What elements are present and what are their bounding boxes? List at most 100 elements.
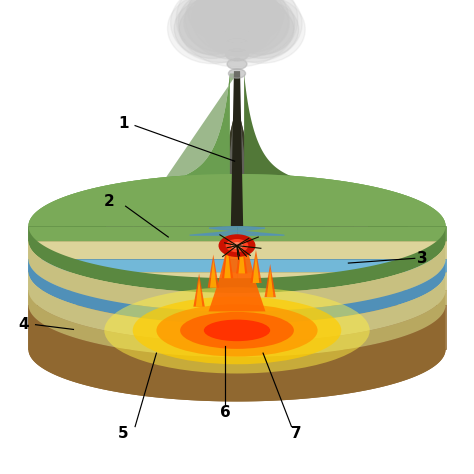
- Polygon shape: [237, 241, 446, 259]
- Ellipse shape: [198, 0, 253, 33]
- Polygon shape: [267, 269, 273, 297]
- Polygon shape: [264, 264, 276, 297]
- Polygon shape: [250, 250, 262, 283]
- Polygon shape: [28, 290, 237, 357]
- Ellipse shape: [226, 48, 248, 61]
- Ellipse shape: [204, 319, 270, 341]
- Ellipse shape: [192, 0, 282, 55]
- Polygon shape: [237, 119, 295, 226]
- Polygon shape: [237, 165, 339, 226]
- Polygon shape: [237, 259, 446, 272]
- Polygon shape: [237, 73, 252, 226]
- Ellipse shape: [227, 240, 247, 252]
- Polygon shape: [28, 259, 446, 324]
- Text: 5: 5: [118, 426, 128, 441]
- Ellipse shape: [219, 0, 255, 17]
- Text: 2: 2: [104, 194, 114, 209]
- Polygon shape: [238, 241, 245, 273]
- Polygon shape: [210, 259, 217, 288]
- Polygon shape: [28, 290, 446, 342]
- Ellipse shape: [219, 235, 255, 256]
- Polygon shape: [106, 196, 237, 226]
- Ellipse shape: [201, 0, 273, 37]
- Polygon shape: [28, 226, 237, 293]
- Polygon shape: [66, 73, 237, 226]
- Polygon shape: [28, 174, 446, 226]
- Polygon shape: [237, 150, 325, 226]
- Text: 6: 6: [220, 405, 230, 420]
- Polygon shape: [193, 104, 237, 226]
- Polygon shape: [237, 211, 383, 226]
- Ellipse shape: [210, 0, 295, 56]
- Ellipse shape: [171, 0, 273, 63]
- Polygon shape: [179, 119, 237, 226]
- Ellipse shape: [215, 0, 289, 52]
- Ellipse shape: [184, 0, 260, 52]
- Text: 1: 1: [118, 116, 128, 131]
- Polygon shape: [237, 226, 446, 293]
- Polygon shape: [28, 259, 446, 311]
- Ellipse shape: [202, 0, 302, 62]
- Text: 7: 7: [291, 426, 301, 441]
- Polygon shape: [28, 305, 446, 357]
- Ellipse shape: [195, 0, 279, 42]
- Polygon shape: [237, 290, 446, 305]
- Polygon shape: [120, 180, 237, 226]
- Polygon shape: [190, 227, 284, 235]
- Ellipse shape: [185, 0, 289, 60]
- Polygon shape: [237, 272, 446, 342]
- Ellipse shape: [223, 0, 275, 34]
- Ellipse shape: [213, 0, 261, 20]
- Polygon shape: [28, 272, 446, 324]
- Ellipse shape: [156, 304, 318, 356]
- Polygon shape: [28, 272, 237, 342]
- Ellipse shape: [205, 0, 269, 27]
- Polygon shape: [231, 71, 243, 226]
- Polygon shape: [28, 241, 446, 293]
- Polygon shape: [193, 273, 205, 307]
- Ellipse shape: [217, 0, 257, 9]
- Ellipse shape: [176, 0, 298, 67]
- Polygon shape: [237, 305, 446, 401]
- Polygon shape: [237, 290, 446, 357]
- Ellipse shape: [225, 0, 299, 58]
- Polygon shape: [253, 255, 259, 283]
- Ellipse shape: [228, 69, 246, 78]
- Ellipse shape: [219, 0, 279, 36]
- Ellipse shape: [227, 58, 247, 70]
- Polygon shape: [28, 290, 237, 305]
- Polygon shape: [28, 241, 237, 259]
- Polygon shape: [244, 73, 408, 226]
- Ellipse shape: [179, 2, 246, 55]
- Polygon shape: [28, 272, 446, 342]
- Polygon shape: [28, 174, 446, 226]
- Text: 3: 3: [417, 251, 427, 266]
- Ellipse shape: [214, 0, 284, 41]
- Ellipse shape: [104, 287, 370, 374]
- Polygon shape: [222, 73, 237, 226]
- Polygon shape: [222, 240, 233, 278]
- Polygon shape: [28, 241, 237, 311]
- Ellipse shape: [229, 4, 294, 55]
- Polygon shape: [28, 174, 446, 226]
- Polygon shape: [196, 278, 202, 307]
- Polygon shape: [66, 73, 230, 226]
- Polygon shape: [28, 305, 446, 401]
- Polygon shape: [237, 259, 446, 324]
- Polygon shape: [237, 305, 446, 349]
- Polygon shape: [149, 150, 237, 226]
- Polygon shape: [28, 226, 237, 241]
- Ellipse shape: [180, 312, 294, 349]
- Polygon shape: [237, 104, 281, 226]
- Ellipse shape: [210, 0, 264, 23]
- Polygon shape: [28, 259, 237, 272]
- Polygon shape: [28, 272, 237, 290]
- Ellipse shape: [232, 243, 242, 248]
- Polygon shape: [237, 226, 446, 241]
- Ellipse shape: [193, 0, 257, 36]
- Ellipse shape: [133, 297, 341, 365]
- Polygon shape: [28, 241, 446, 311]
- Text: 4: 4: [18, 317, 29, 332]
- Ellipse shape: [174, 0, 250, 58]
- Polygon shape: [224, 245, 231, 278]
